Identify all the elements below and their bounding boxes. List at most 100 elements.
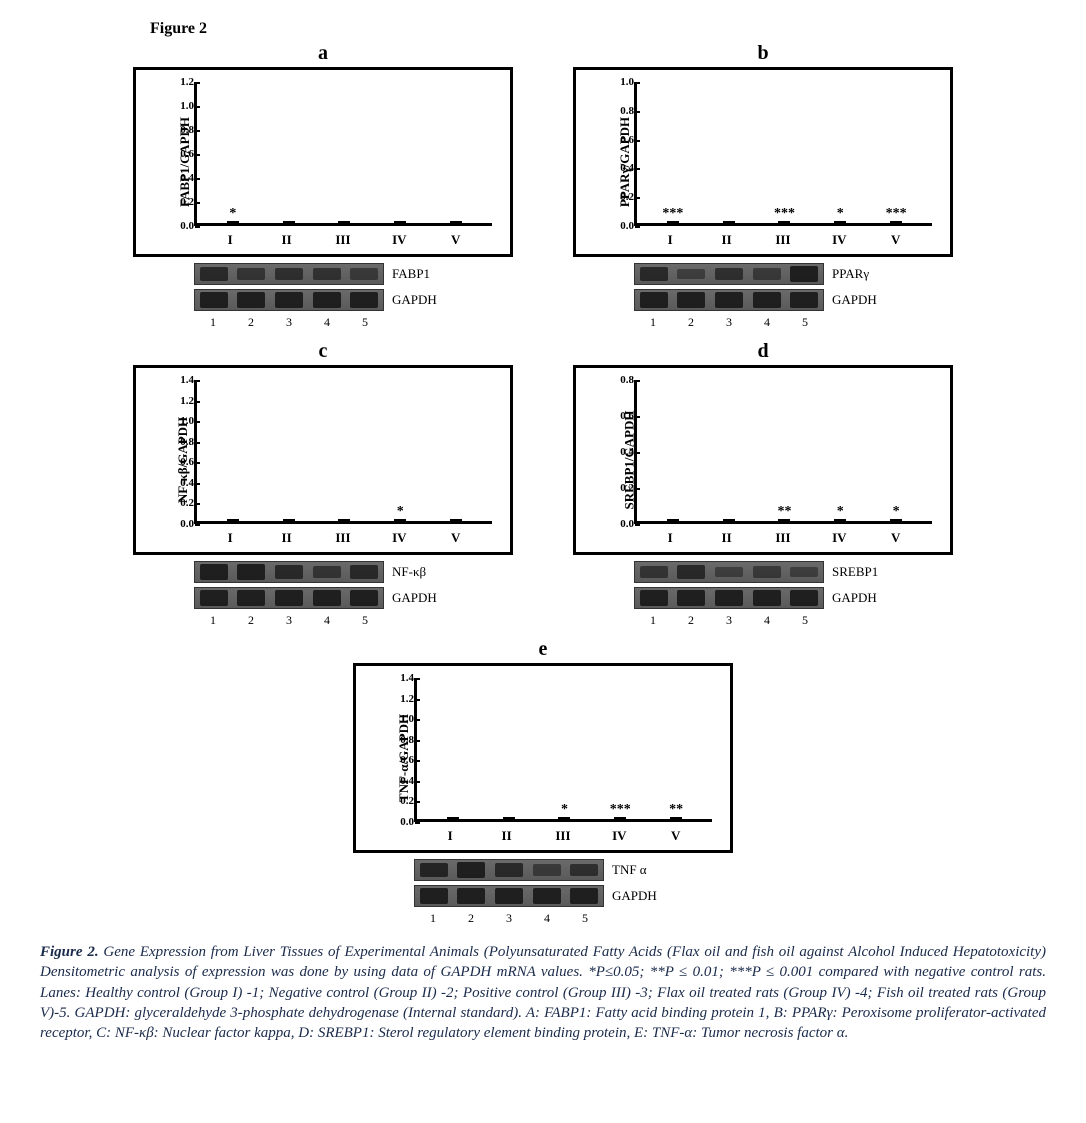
gel-band [420,888,448,903]
gel-band [640,590,668,605]
gel-band [457,862,485,877]
chart-frame: PPARγ/GAPDH0.00.20.40.60.81.0**********I… [573,67,953,257]
chart-frame: FABP1/GAPDH0.00.20.40.60.81.01.2*IIIIIII… [133,67,513,257]
gel-section: TNF αGAPDH12345 [383,859,703,926]
gel-band [237,590,265,605]
bars-container: ********** [637,82,932,223]
y-tick: 0.4 [168,172,194,184]
gel-band [715,567,743,577]
gel-band [790,567,818,577]
y-tick: 0.4 [608,162,634,174]
x-label: I [209,530,251,546]
x-label: II [266,530,308,546]
gel-band [640,292,668,307]
y-ticks: 0.00.20.40.60.8 [608,380,634,524]
gel-band [677,269,705,279]
x-label: IV [818,530,860,546]
panel-a: aFABP1/GAPDH0.00.20.40.60.81.01.2*IIIIII… [118,42,528,330]
gel-band [420,863,448,877]
gel-band [200,292,228,307]
gel-row: NF-κβ [163,561,483,583]
panel-letter: c [319,340,328,363]
gel-band [790,266,818,281]
panel-d: dSREBP1/GAPDH0.00.20.40.60.8****IIIIIIIV… [558,340,968,628]
x-label: II [706,530,748,546]
gel-row: PPARγ [603,263,923,285]
lane-number: 5 [802,315,808,330]
gel-band [313,292,341,307]
lane-number: 3 [726,315,732,330]
gel-label: NF-κβ [392,564,452,580]
lane-number: 4 [544,911,550,926]
gel-band [275,268,303,281]
y-tick: 1.0 [608,76,634,88]
significance-marker: *** [610,803,631,817]
lane-number: 5 [582,911,588,926]
x-labels: IIIIIIIVV [194,232,492,248]
y-tick: 0.0 [608,220,634,232]
y-tick: 0.0 [168,220,194,232]
x-labels: IIIIIIIVV [634,530,932,546]
panel-letter: e [539,638,548,661]
lane-numbers: 12345 [634,315,824,330]
gel-band [237,292,265,307]
x-label: III [322,232,364,248]
y-tick: 0.6 [388,754,414,766]
y-tick: 1.4 [168,374,194,386]
gel-band [790,590,818,605]
gel-band [313,590,341,605]
y-tick: 1.0 [168,100,194,112]
significance-marker: *** [774,207,795,221]
lane-number: 2 [688,613,694,628]
panel-grid: aFABP1/GAPDH0.00.20.40.60.81.01.2*IIIIII… [40,42,1046,926]
gel-band [570,888,598,903]
lane-numbers: 12345 [634,613,824,628]
gel-band [350,268,378,279]
y-tick: 0.6 [168,148,194,160]
bars-container: **** [637,380,932,521]
gel-label: TNF α [612,862,672,878]
y-tick: 0.4 [168,477,194,489]
gel-band [275,590,303,605]
gel-band [640,566,668,578]
gel-band [715,268,743,281]
gel-band [200,564,228,579]
gel-band [237,268,265,280]
lane-number: 4 [324,613,330,628]
y-tick: 1.2 [388,693,414,705]
gel-row: GAPDH [163,587,483,609]
x-label: V [655,828,697,844]
gel-band [677,565,705,579]
y-tick: 1.2 [168,76,194,88]
gel-band [313,268,341,280]
y-ticks: 0.00.20.40.60.81.01.2 [168,82,194,226]
gel-band [677,590,705,605]
gel-band [237,564,265,579]
lane-number: 1 [650,315,656,330]
gel-band [715,590,743,605]
gel-band [457,888,485,903]
gel-band [200,267,228,281]
gel-label: GAPDH [392,292,452,308]
x-label: V [435,530,477,546]
y-tick: 0.8 [168,124,194,136]
lane-number: 1 [430,911,436,926]
y-tick: 1.4 [388,672,414,684]
lane-number: 1 [210,613,216,628]
significance-marker: * [837,505,844,519]
significance-marker: ** [669,803,683,817]
gel-band [533,864,561,875]
gel-strip [634,289,824,311]
bars-container: * [197,82,492,223]
gel-row: GAPDH [383,885,703,907]
gel-band [753,590,781,605]
plot-area: **** [634,380,932,524]
y-tick: 0.4 [608,446,634,458]
x-label: IV [818,232,860,248]
x-label: III [542,828,584,844]
plot-area: * [194,82,492,226]
y-tick: 0.2 [168,497,194,509]
significance-marker: *** [662,207,683,221]
gel-band [275,292,303,307]
x-label: III [762,530,804,546]
